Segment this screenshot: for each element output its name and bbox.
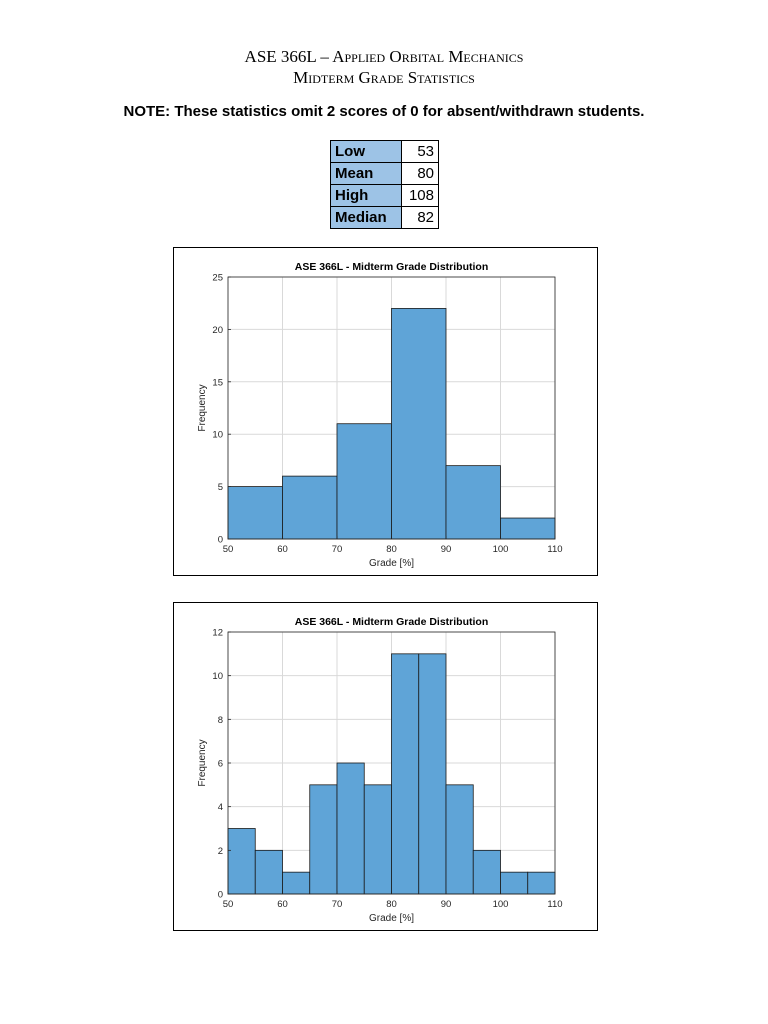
chart-svg: 50 60 70 80 90 100 110 0 2 4 6 8 10 12 ASE 366L - Midt… (197, 616, 563, 924)
stats-row: Low 53 (330, 140, 439, 163)
x-tick-label: 90 (441, 544, 452, 555)
stats-value: 82 (401, 206, 439, 229)
y-tick-label: 10 (212, 671, 223, 682)
x-tick-label: 60 (277, 899, 288, 910)
y-tick-label: 4 (218, 802, 223, 813)
histogram-bar (227, 828, 256, 895)
x-tick-label: 50 (223, 899, 234, 910)
x-tick-label: 70 (332, 899, 343, 910)
stats-value: 53 (401, 140, 439, 163)
y-tick-label: 0 (218, 890, 223, 901)
histogram-bar (254, 849, 283, 895)
y-tick-label: 20 (212, 325, 223, 336)
y-axis-label: Frequency (197, 384, 208, 431)
histogram-bar (472, 849, 501, 895)
stats-value: 108 (401, 184, 439, 207)
histogram-bar (527, 871, 556, 895)
histogram-bar (282, 871, 311, 895)
y-tick-label: 25 (212, 273, 223, 284)
y-tick-label: 2 (218, 846, 223, 857)
histogram-bar (445, 784, 474, 895)
x-tick-label: 100 (493, 544, 509, 555)
x-tick-label: 80 (386, 899, 397, 910)
x-tick-label: 110 (547, 544, 562, 555)
y-tick-label: 8 (218, 715, 223, 726)
chart-svg: 50 60 70 80 90 100 110 0 5 10 15 20 25 ASE 366L - Mid… (197, 261, 563, 569)
document-subtitle: Midterm Grade Statistics (293, 68, 475, 87)
stats-row: Mean 80 (330, 162, 439, 185)
histogram-bar (418, 653, 447, 895)
histogram-bar (336, 423, 392, 540)
x-axis-label: Grade [%] (369, 913, 414, 924)
histogram-bar (282, 475, 338, 540)
stats-value: 80 (401, 162, 439, 185)
histogram-bar (227, 486, 283, 540)
x-tick-label: 100 (493, 899, 509, 910)
x-axis-label: Grade [%] (369, 558, 414, 569)
statistics-table: Low 53 Mean 80 High 108 Median 82 (330, 140, 439, 229)
histogram-bar (336, 762, 365, 895)
histogram-chart-10-bins: 50 60 70 80 90 100 110 0 5 10 15 20 25 ASE 366L - Mid… (173, 247, 598, 576)
histogram-bar (500, 517, 556, 540)
histogram-bar (500, 871, 529, 895)
y-tick-label: 15 (212, 377, 223, 388)
stats-row: High 108 (330, 184, 439, 207)
x-tick-label: 50 (223, 544, 234, 555)
y-tick-label: 12 (212, 628, 223, 639)
histogram-bar (445, 465, 501, 540)
y-tick-label: 6 (218, 759, 223, 770)
y-tick-label: 10 (212, 430, 223, 441)
y-tick-label: 5 (218, 482, 223, 493)
histogram-bar (391, 653, 420, 895)
chart-title: ASE 366L - Midterm Grade Distribution (295, 261, 489, 273)
y-axis-label: Frequency (197, 739, 208, 786)
stats-row: Median 82 (330, 206, 439, 229)
stats-label: Mean (330, 162, 402, 185)
histogram-bar (309, 784, 338, 895)
document-title: ASE 366L – Applied Orbital Mechanics (244, 47, 524, 66)
x-tick-label: 90 (441, 899, 452, 910)
histogram-bar (363, 784, 392, 895)
histogram-chart-5-bins: 50 60 70 80 90 100 110 0 2 4 6 8 10 12 ASE 366L - Midt… (173, 602, 598, 931)
y-tick-label: 0 (218, 535, 223, 546)
histogram-bar (391, 308, 447, 540)
stats-label: High (330, 184, 402, 207)
stats-label: Median (330, 206, 402, 229)
chart-title: ASE 366L - Midterm Grade Distribution (295, 616, 489, 628)
x-tick-label: 60 (277, 544, 288, 555)
x-tick-label: 70 (332, 544, 343, 555)
x-tick-label: 80 (386, 544, 397, 555)
note-text: NOTE: These statistics omit 2 scores of … (123, 103, 645, 120)
stats-label: Low (330, 140, 402, 163)
x-tick-label: 110 (547, 899, 562, 910)
